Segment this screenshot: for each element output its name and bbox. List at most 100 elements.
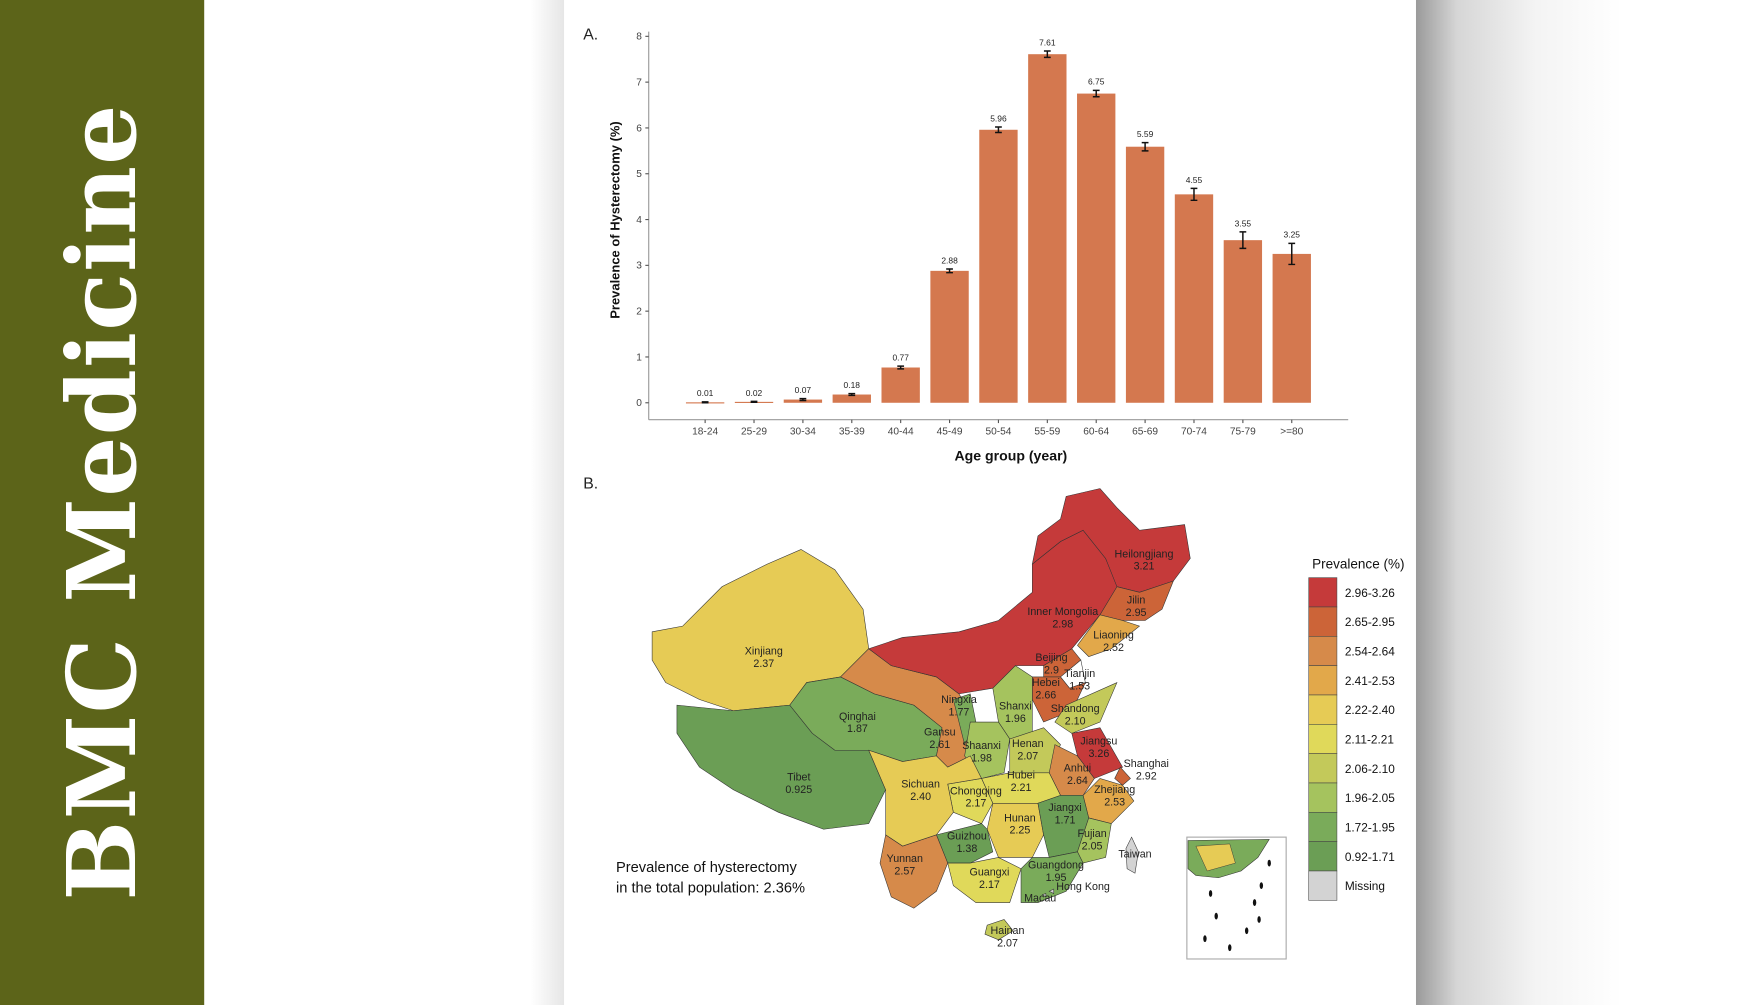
x-tick-label: 75-79 bbox=[1230, 426, 1256, 437]
province-value-xinjiang: 2.37 bbox=[753, 658, 774, 670]
province-name-shanxi: Shanxi bbox=[999, 701, 1032, 713]
data-label: 0.77 bbox=[892, 352, 909, 362]
province-value-guangdong: 1.95 bbox=[1046, 872, 1067, 884]
x-axis-title: Age group (year) bbox=[954, 447, 1067, 463]
province-value-jilin: 2.95 bbox=[1126, 607, 1147, 619]
legend-label: 1.96-2.05 bbox=[1345, 791, 1395, 805]
province-shaanxi bbox=[964, 721, 1011, 779]
bar bbox=[1077, 93, 1116, 403]
province-value-qinghai: 1.87 bbox=[847, 723, 868, 735]
province-name-guangdong: Guangdong bbox=[1028, 860, 1084, 872]
province-name-zhejiang: Zhejiang bbox=[1094, 784, 1135, 796]
paper-shadow-right bbox=[1415, 0, 1760, 1005]
y-axis-title: Prevalence of Hysterectomy (%) bbox=[607, 121, 622, 319]
legend-label: 2.22-2.40 bbox=[1345, 703, 1395, 717]
data-label: 6.75 bbox=[1088, 77, 1105, 87]
province-value-shanxi: 1.96 bbox=[1005, 713, 1026, 725]
province-name-hebei: Hebei bbox=[1032, 677, 1060, 689]
x-tick-label: >=80 bbox=[1280, 426, 1303, 437]
legend-swatch bbox=[1308, 606, 1338, 637]
error-bar bbox=[1288, 242, 1296, 266]
province-name-taiwan: Taiwan bbox=[1118, 848, 1151, 860]
bar bbox=[881, 367, 920, 403]
error-bar bbox=[1092, 89, 1100, 98]
province-hong-kong bbox=[1048, 888, 1055, 894]
summary-line-2: in the total population: 2.36% bbox=[616, 880, 805, 896]
legend-label: 2.54-2.64 bbox=[1345, 644, 1395, 658]
data-label: 5.96 bbox=[990, 113, 1007, 123]
province-hebei bbox=[1032, 676, 1086, 723]
error-bar bbox=[701, 401, 709, 404]
province-name-xinjiang: Xinjiang bbox=[745, 645, 783, 657]
bar bbox=[832, 394, 871, 403]
legend-label: 2.96-3.26 bbox=[1345, 586, 1395, 600]
province-name-hubei: Hubei bbox=[1007, 769, 1035, 781]
y-tick-label: 1 bbox=[636, 352, 642, 363]
data-label: 7.61 bbox=[1039, 37, 1056, 47]
province-value-yunnan: 2.57 bbox=[894, 865, 915, 877]
island-dash bbox=[1203, 935, 1207, 943]
legend-title: Prevalence (%) bbox=[1312, 557, 1404, 572]
summary-line-1: Prevalence of hysterectomy bbox=[616, 860, 798, 876]
province-name-jiangsu: Jiangsu bbox=[1080, 736, 1117, 748]
bar bbox=[1125, 146, 1165, 403]
province-value-sichuan: 2.40 bbox=[910, 791, 931, 803]
province-value-hebei: 2.66 bbox=[1035, 689, 1056, 701]
legend-swatch bbox=[1308, 782, 1338, 813]
x-tick-label: 65-69 bbox=[1132, 426, 1158, 437]
province-name-tibet: Tibet bbox=[787, 772, 810, 784]
province-value-chongqing: 2.17 bbox=[965, 798, 986, 810]
y-tick-label: 5 bbox=[636, 169, 642, 180]
legend-swatch bbox=[1308, 870, 1338, 901]
y-tick-label: 8 bbox=[636, 32, 642, 43]
legend-label: 2.41-2.53 bbox=[1345, 674, 1395, 688]
x-tick-label: 35-39 bbox=[839, 426, 865, 437]
province-value-shandong: 2.10 bbox=[1065, 715, 1086, 727]
island-dash bbox=[1252, 899, 1257, 906]
bar-chart: Prevalence of Hysterectomy (%) Age group… bbox=[607, 31, 1349, 463]
legend-label: 2.65-2.95 bbox=[1345, 615, 1395, 629]
legend-label: 0.92-1.71 bbox=[1345, 850, 1395, 864]
y-tick-label: 7 bbox=[636, 78, 642, 89]
province-name-hunan: Hunan bbox=[1004, 812, 1036, 824]
x-tick-label: 40-44 bbox=[888, 426, 914, 437]
province-yunnan bbox=[879, 834, 949, 909]
island-dash bbox=[1244, 927, 1249, 935]
province-name-shanghai: Shanghai bbox=[1124, 758, 1169, 770]
province-name-anhui: Anhui bbox=[1064, 763, 1091, 775]
province-value-zhejiang: 2.53 bbox=[1104, 797, 1125, 809]
error-bar bbox=[1141, 141, 1149, 152]
province-hainan bbox=[984, 919, 1014, 941]
data-label: 3.25 bbox=[1284, 230, 1301, 240]
island-dash bbox=[1214, 912, 1218, 920]
legend-swatch bbox=[1308, 724, 1338, 754]
province-value-shaanxi: 1.98 bbox=[971, 753, 992, 765]
province-name-sichuan: Sichuan bbox=[901, 778, 940, 790]
province-value-guangxi: 2.17 bbox=[979, 879, 1000, 891]
province-name-macau: Macau bbox=[1024, 892, 1056, 904]
province-value-jiangsu: 3.26 bbox=[1088, 748, 1109, 760]
province-name-jiangxi: Jiangxi bbox=[1048, 802, 1081, 814]
y-tick-label: 0 bbox=[636, 398, 642, 409]
island-dash bbox=[1208, 890, 1213, 897]
x-tick-label: 60-64 bbox=[1083, 426, 1109, 437]
legend-label: 2.11-2.21 bbox=[1345, 732, 1394, 746]
province-value-heilongjiang: 3.21 bbox=[1134, 561, 1155, 573]
bar bbox=[930, 270, 969, 403]
legend-label: 1.72-1.95 bbox=[1345, 820, 1395, 834]
province-value-liaoning: 2.52 bbox=[1103, 642, 1124, 654]
island-dash bbox=[1228, 944, 1232, 952]
province-value-jiangxi: 1.71 bbox=[1055, 815, 1076, 827]
data-label: 0.01 bbox=[697, 388, 714, 398]
error-bar bbox=[750, 400, 758, 404]
journal-sidebar: BMC Medicine bbox=[0, 0, 205, 1005]
x-tick-label: 45-49 bbox=[937, 426, 963, 437]
province-name-tianjin: Tianjin bbox=[1064, 668, 1095, 680]
map-legend: 2.96-3.26 2.65-2.95 2.54-2.64 2.41-2.53 2.22… bbox=[1308, 577, 1395, 901]
province-value-anhui: 2.64 bbox=[1067, 775, 1088, 787]
province-value-beijing: 2.9 bbox=[1044, 665, 1059, 677]
province-value-hubei: 2.21 bbox=[1011, 782, 1032, 794]
data-label: 3.55 bbox=[1235, 218, 1252, 228]
